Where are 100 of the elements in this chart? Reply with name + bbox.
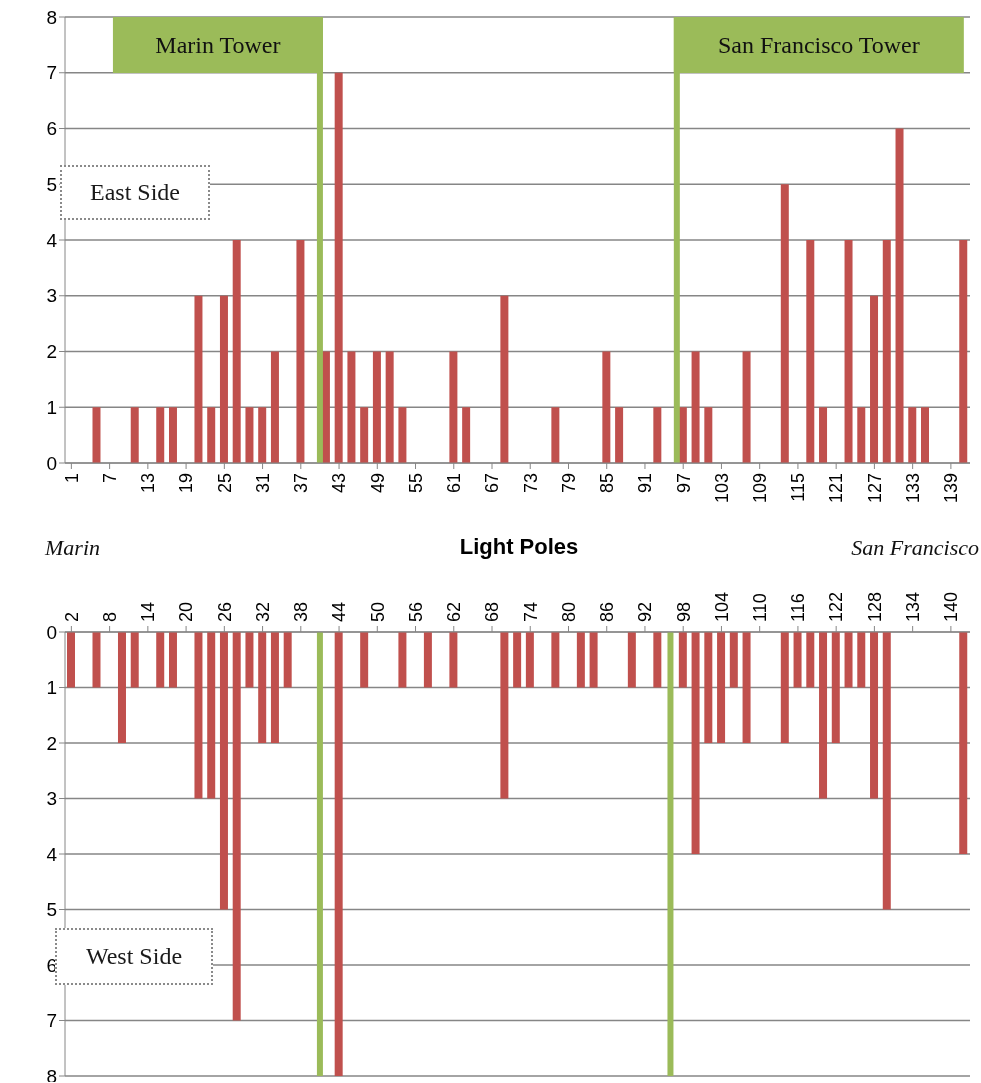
x-tick-label: 50 — [367, 601, 388, 622]
bar — [130, 632, 139, 688]
x-tick-label: 122 — [826, 591, 847, 622]
x-tick-label: 37 — [291, 473, 312, 494]
y-tick-label: 0 — [46, 621, 57, 643]
x-tick-label: 20 — [176, 601, 197, 622]
bar — [296, 240, 305, 463]
x-tick-label: 128 — [864, 591, 885, 622]
bar — [207, 407, 216, 463]
bar — [717, 632, 726, 743]
x-tick-label: 134 — [902, 591, 923, 622]
bar — [704, 632, 713, 743]
y-tick-label: 7 — [46, 62, 57, 84]
bar — [589, 632, 598, 688]
x-tick-label: 2 — [61, 611, 82, 622]
x-tick-label: 38 — [291, 601, 312, 622]
bar — [602, 351, 611, 463]
bar — [245, 632, 254, 688]
bar — [67, 632, 75, 688]
bar — [806, 632, 815, 688]
bar — [334, 72, 343, 463]
bar — [551, 407, 560, 463]
x-tick-label: 13 — [138, 473, 159, 494]
bar — [194, 295, 203, 463]
label-box: Marin Tower — [112, 17, 323, 73]
bar — [219, 295, 228, 463]
x-tick-label: 56 — [405, 601, 426, 622]
bar — [844, 240, 853, 463]
x-tick-label: 32 — [252, 601, 273, 622]
bar — [576, 632, 585, 688]
bar — [398, 407, 407, 463]
y-tick-label: 8 — [46, 6, 57, 28]
bar — [513, 632, 522, 688]
bar — [334, 632, 343, 1076]
bar — [870, 295, 879, 463]
x-tick-label: 85 — [597, 473, 618, 494]
bar — [372, 351, 381, 463]
bar — [691, 632, 700, 854]
bar — [742, 632, 751, 743]
bar — [449, 351, 458, 463]
bar — [653, 632, 662, 688]
x-tick-label: 31 — [252, 473, 273, 494]
bar — [117, 632, 126, 743]
y-tick-label: 6 — [46, 118, 57, 140]
bar — [921, 407, 930, 463]
bar — [194, 632, 203, 799]
y-tick-label: 2 — [46, 341, 57, 363]
bar — [156, 407, 165, 463]
x-tick-label: 80 — [558, 601, 579, 622]
x-tick-label: 7 — [99, 473, 120, 484]
annotation: West Side — [85, 943, 183, 969]
bar — [130, 407, 139, 463]
bar — [819, 407, 828, 463]
bar — [500, 295, 509, 463]
y-tick-label: 0 — [46, 452, 57, 474]
bar — [653, 407, 662, 463]
bar — [219, 632, 228, 910]
x-tick-label: 67 — [482, 473, 503, 494]
bar — [156, 632, 165, 688]
x-tick-label: 8 — [99, 611, 120, 622]
bar — [270, 351, 279, 463]
x-tick-label: 55 — [405, 473, 426, 494]
x-tick-label: 86 — [597, 601, 618, 622]
bar — [729, 632, 738, 688]
bar — [92, 407, 101, 463]
bar — [691, 351, 700, 463]
ref-line-label: San Francisco Tower — [717, 31, 920, 58]
bar — [270, 632, 279, 743]
x-tick-label: 44 — [329, 601, 350, 622]
bar — [423, 632, 432, 688]
bar — [462, 407, 471, 463]
bar — [258, 632, 267, 743]
x-tick-label: 115 — [788, 473, 809, 502]
x-tick-label: 92 — [635, 601, 656, 622]
x-tick-label: 62 — [444, 601, 465, 622]
bar — [780, 632, 789, 743]
y-tick-label: 5 — [46, 899, 57, 921]
x-tick-label: 19 — [176, 473, 197, 494]
bar — [92, 632, 101, 688]
bar — [360, 407, 369, 463]
x-tick-label: 14 — [138, 601, 159, 622]
bar — [857, 407, 866, 463]
bar — [870, 632, 879, 799]
bar — [168, 407, 177, 463]
bar — [895, 128, 904, 463]
bar — [168, 632, 177, 688]
bar — [742, 351, 751, 463]
y-tick-label: 1 — [46, 677, 57, 699]
x-tick-label: 74 — [520, 601, 541, 622]
bar — [882, 240, 891, 463]
annotation: East Side — [60, 165, 210, 220]
x-tick-label: 49 — [367, 473, 388, 494]
x-tick-label: 110 — [749, 593, 770, 622]
bar — [627, 632, 636, 688]
bar — [615, 407, 624, 463]
bar — [232, 632, 241, 1021]
y-tick-label: 7 — [46, 1010, 57, 1032]
y-tick-label: 8 — [46, 1065, 57, 1083]
text: Marin — [45, 535, 100, 561]
x-tick-label: 98 — [673, 601, 694, 622]
